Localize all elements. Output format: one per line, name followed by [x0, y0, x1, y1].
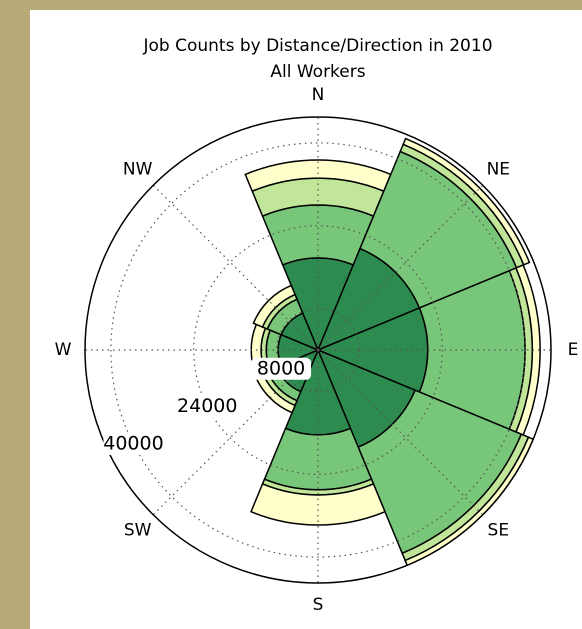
- r-tick-label: 24000: [177, 395, 237, 417]
- r-tick-label: 40000: [103, 433, 163, 455]
- chart-title: Job Counts by Distance/Direction in 2010: [142, 36, 492, 56]
- bar-segment: [404, 436, 535, 567]
- grid-circle: [110, 142, 526, 558]
- r-tick-label-bg: [251, 357, 312, 380]
- grid-spoke: [317, 184, 484, 351]
- direction-label: SW: [124, 520, 152, 540]
- direction-label: E: [568, 340, 579, 360]
- polar-frame: [84, 116, 552, 584]
- direction-label: W: [55, 340, 72, 360]
- direction-label: S: [313, 595, 324, 615]
- r-tick-label-bg: [103, 433, 164, 456]
- r-tick-label-bg: [177, 395, 238, 418]
- grid-circle: [193, 225, 443, 475]
- direction-label: NE: [487, 160, 510, 180]
- direction-label: NW: [123, 160, 153, 180]
- grid-spoke: [317, 349, 484, 516]
- direction-label: SE: [488, 520, 510, 540]
- grid-spoke: [152, 184, 319, 351]
- grid-circle: [275, 307, 361, 393]
- direction-label: N: [312, 85, 325, 105]
- chart-subtitle: All Workers: [270, 62, 365, 82]
- r-tick-label: 8000: [257, 357, 305, 379]
